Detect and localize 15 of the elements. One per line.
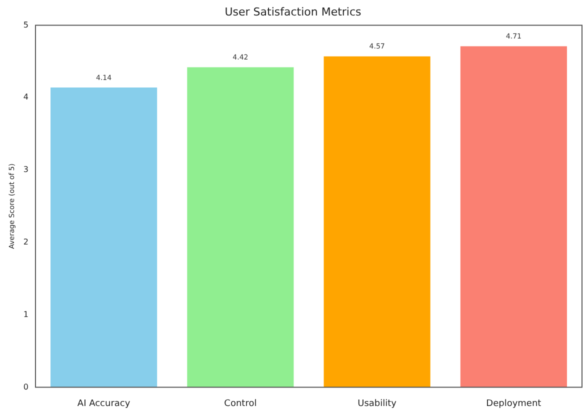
y-tick-label: 5 xyxy=(23,20,28,30)
y-tick-label: 3 xyxy=(23,165,28,174)
chart-title: User Satisfaction Metrics xyxy=(224,5,362,18)
bar xyxy=(187,67,294,388)
y-tick-label: 0 xyxy=(23,382,28,392)
y-tick-label: 4 xyxy=(23,92,28,102)
bar xyxy=(50,87,158,388)
y-tick-label: 1 xyxy=(23,310,28,319)
x-tick-label: Control xyxy=(224,398,257,409)
x-tick-label: Deployment xyxy=(486,398,542,409)
y-tick-label: 2 xyxy=(23,237,28,246)
x-tick-label: Usability xyxy=(358,398,398,409)
bar xyxy=(460,46,567,388)
bar xyxy=(324,56,430,388)
x-tick-label: AI Accuracy xyxy=(77,398,131,409)
